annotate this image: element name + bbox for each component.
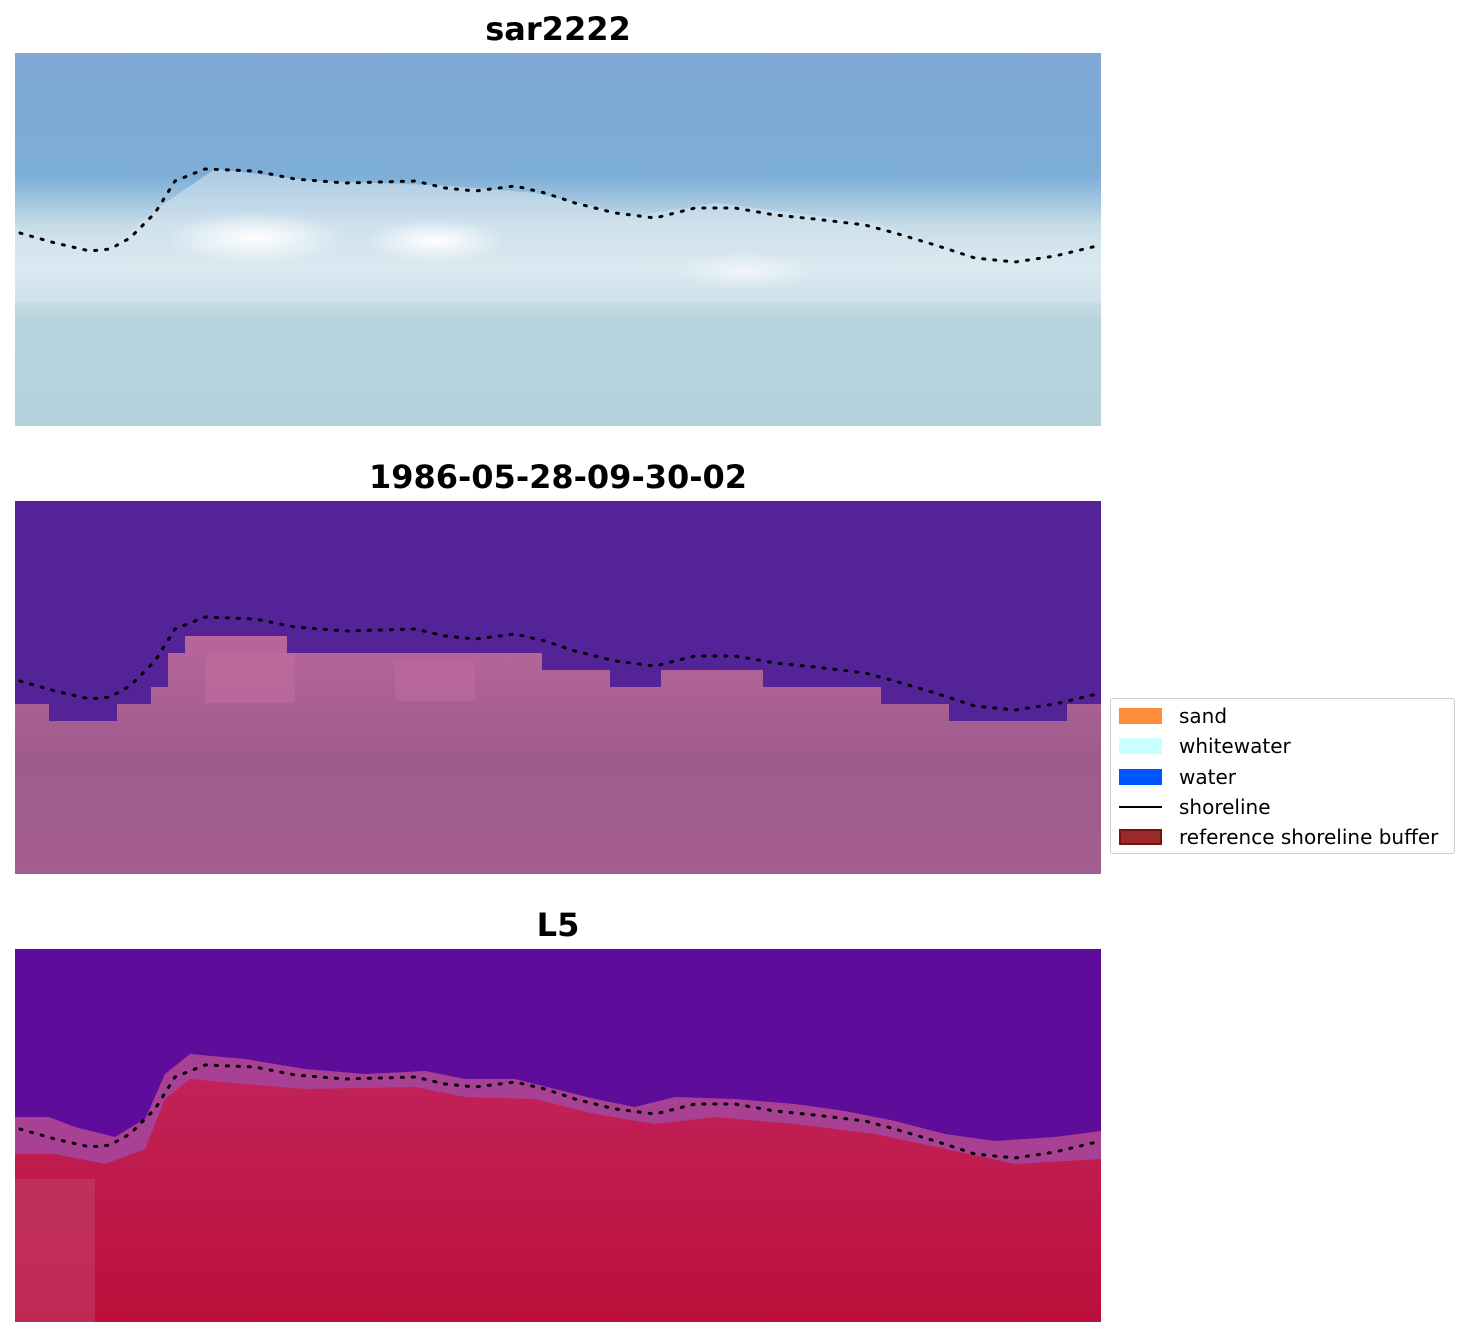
legend-item-shoreline: shoreline xyxy=(1119,795,1271,819)
water-swatch xyxy=(1119,769,1162,785)
sand-swatch xyxy=(1119,708,1162,724)
legend-item-water: water xyxy=(1119,765,1236,789)
index-image xyxy=(15,949,1101,1322)
reference-buffer-swatch xyxy=(1119,829,1162,845)
shoreline-line xyxy=(18,167,1101,264)
legend-label: whitewater xyxy=(1179,734,1291,758)
panel-title-rgb: sar2222 xyxy=(485,10,631,48)
legend-item-reference-buffer: reference shoreline buffer xyxy=(1119,825,1438,849)
panel-title-index: L5 xyxy=(536,906,580,944)
shoreline-line xyxy=(18,1063,1101,1160)
legend-label: water xyxy=(1179,765,1236,789)
legend-item-sand: sand xyxy=(1119,704,1227,728)
legend: sand whitewater water shoreline referenc… xyxy=(1110,698,1455,854)
legend-label: reference shoreline buffer xyxy=(1179,825,1439,849)
rgb-image xyxy=(15,53,1101,426)
legend-label: sand xyxy=(1179,704,1228,728)
shoreline-swatch xyxy=(1119,806,1162,808)
panel-title-classified: 1986-05-28-09-30-02 xyxy=(368,458,748,496)
classified-image xyxy=(15,501,1101,874)
shoreline-line xyxy=(18,615,1101,712)
whitewater-swatch xyxy=(1119,738,1162,754)
legend-item-whitewater: whitewater xyxy=(1119,734,1291,758)
legend-label: shoreline xyxy=(1179,795,1271,819)
